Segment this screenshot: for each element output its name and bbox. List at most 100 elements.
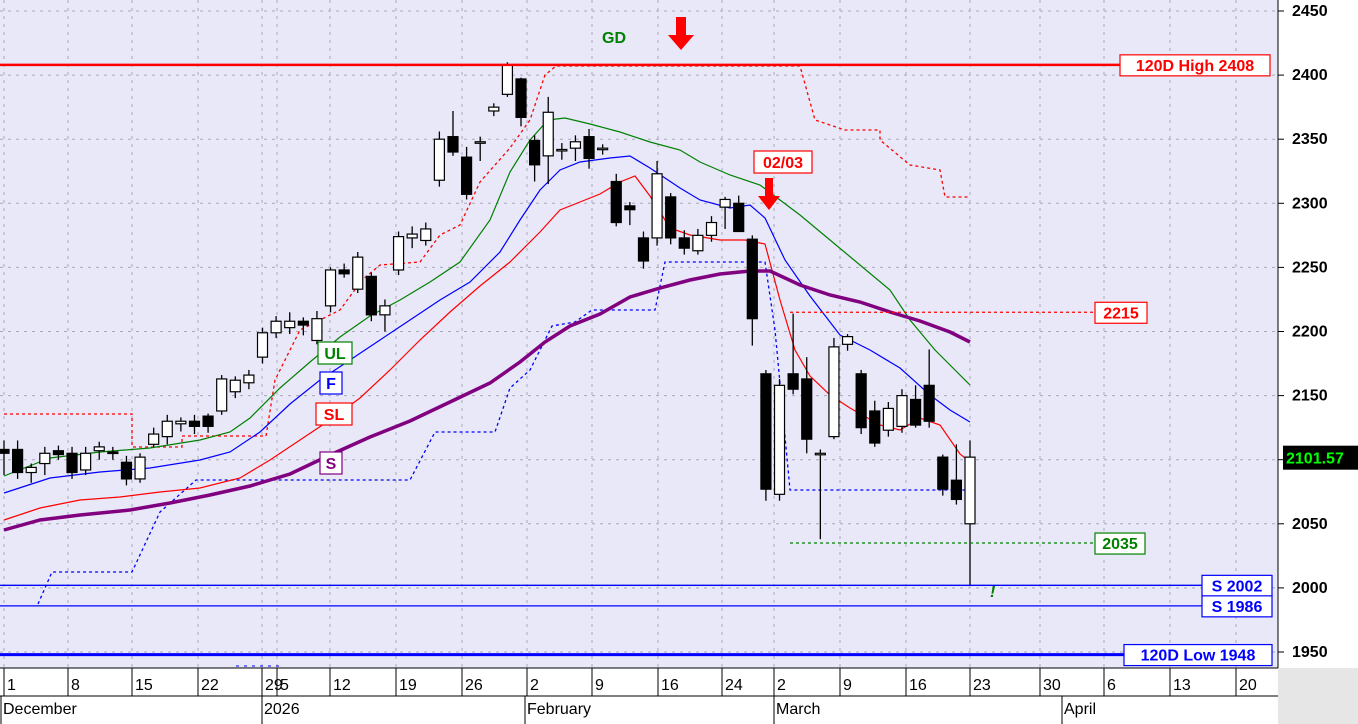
overlay-tag-box xyxy=(319,371,343,395)
candle-body xyxy=(120,461,133,480)
x-tick-label: 9 xyxy=(595,677,604,694)
candle xyxy=(950,444,962,505)
x-tick-label: 1 xyxy=(7,677,16,694)
blue-trailing-line xyxy=(37,261,970,605)
candle-body xyxy=(855,373,867,429)
red-trailing-line xyxy=(4,65,968,448)
overlay-tag-box xyxy=(319,451,343,475)
month-label: 2026 xyxy=(264,701,300,718)
candle xyxy=(474,136,486,161)
candle xyxy=(896,389,908,433)
candle-body xyxy=(188,420,201,427)
x-tick-label: 16 xyxy=(661,677,679,694)
candle xyxy=(406,226,418,249)
candle-body xyxy=(719,198,731,208)
candle xyxy=(787,313,799,395)
candle xyxy=(828,337,840,440)
y-tick-label: 2000 xyxy=(1292,580,1328,597)
candle-body xyxy=(447,136,459,153)
candle xyxy=(746,235,758,346)
candle-body xyxy=(365,275,377,316)
candle-body xyxy=(515,78,527,119)
x-tick-label: 2 xyxy=(777,677,786,694)
candle-body xyxy=(338,269,350,275)
level-label-box xyxy=(1119,54,1271,77)
x-tick-label: 5 xyxy=(280,677,289,694)
candle-body xyxy=(828,346,840,438)
x-tick-label: 23 xyxy=(973,677,991,694)
candle xyxy=(909,385,922,428)
candle xyxy=(556,143,568,160)
candle xyxy=(216,375,228,415)
level-label: 120D High 2408 xyxy=(1136,58,1254,75)
candle xyxy=(202,413,214,433)
date-label-box xyxy=(753,150,813,174)
y-tick-label: 1950 xyxy=(1292,644,1328,661)
candle-body xyxy=(80,452,92,471)
candle xyxy=(12,440,24,479)
candle-body xyxy=(284,320,296,329)
overlay-tag-label: S xyxy=(326,456,337,473)
candle xyxy=(134,453,146,483)
candle xyxy=(311,310,323,345)
candle-body xyxy=(665,196,677,239)
candle xyxy=(324,267,337,313)
last-price-box xyxy=(1283,445,1358,470)
gd-arrow-icon xyxy=(668,17,694,50)
candle-body xyxy=(311,318,323,342)
candle-body xyxy=(93,446,105,452)
candle-body xyxy=(352,256,364,290)
x-tick-label: 15 xyxy=(135,677,153,694)
candle xyxy=(270,316,282,338)
y-axis-area xyxy=(1278,0,1358,668)
level-label-box xyxy=(1094,301,1148,324)
last-price-label: 2101.57 xyxy=(1286,451,1344,468)
candle xyxy=(148,427,160,447)
candle-body xyxy=(937,456,949,490)
plot-area xyxy=(0,0,1278,668)
candle-body xyxy=(651,173,663,239)
overlay-tag-label: F xyxy=(326,376,336,393)
candle-body xyxy=(869,410,881,444)
y-tick-label: 2050 xyxy=(1292,516,1328,533)
s-line xyxy=(3,269,971,532)
x-tick-label: 8 xyxy=(71,677,80,694)
candle-body xyxy=(964,456,976,525)
axis-corner xyxy=(1278,668,1358,724)
candle-body xyxy=(474,141,486,144)
candle xyxy=(814,449,826,540)
candle xyxy=(284,312,296,335)
candle-body xyxy=(243,374,255,384)
level-label: 2215 xyxy=(1103,305,1139,322)
candle xyxy=(297,317,309,336)
candle-body xyxy=(597,147,609,151)
candle xyxy=(120,455,133,486)
candle xyxy=(365,272,377,322)
candle-body xyxy=(923,384,935,422)
candle-body xyxy=(882,407,894,431)
candle xyxy=(256,327,269,364)
candle xyxy=(964,440,976,586)
candle-body xyxy=(216,378,228,412)
x-tick-label: 13 xyxy=(1173,677,1191,694)
candle xyxy=(869,400,881,447)
date-arrow-icon xyxy=(758,178,780,210)
candle xyxy=(52,445,65,460)
level-label: 2035 xyxy=(1102,536,1138,553)
candle xyxy=(569,135,582,161)
candle xyxy=(175,417,187,432)
candle xyxy=(392,231,405,276)
candle-body xyxy=(501,64,514,95)
candle xyxy=(760,369,772,501)
y-tick-label: 2300 xyxy=(1292,195,1328,212)
candle xyxy=(529,135,541,182)
candle-body xyxy=(406,233,418,239)
candle-body xyxy=(161,420,173,438)
month-label: December xyxy=(3,701,77,718)
candle xyxy=(93,441,105,460)
candle xyxy=(841,334,854,351)
level-label-box xyxy=(1123,643,1273,667)
candle xyxy=(447,110,459,156)
candle-body xyxy=(637,237,650,262)
